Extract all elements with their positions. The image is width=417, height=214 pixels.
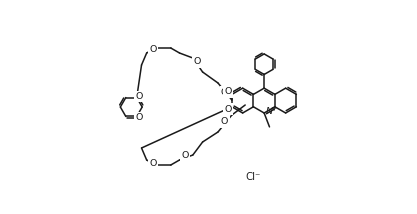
Text: O: O (221, 88, 229, 97)
Text: O: O (136, 92, 143, 101)
Text: O: O (193, 58, 201, 67)
Text: O: O (136, 113, 143, 122)
Text: O: O (149, 46, 156, 55)
Text: O: O (221, 117, 229, 126)
Text: N: N (266, 107, 273, 116)
Text: +: + (271, 106, 277, 112)
Text: O: O (224, 87, 232, 96)
Text: O: O (181, 152, 189, 160)
Text: O: O (224, 105, 232, 114)
Text: Cl⁻: Cl⁻ (246, 172, 261, 181)
Text: O: O (149, 159, 156, 168)
